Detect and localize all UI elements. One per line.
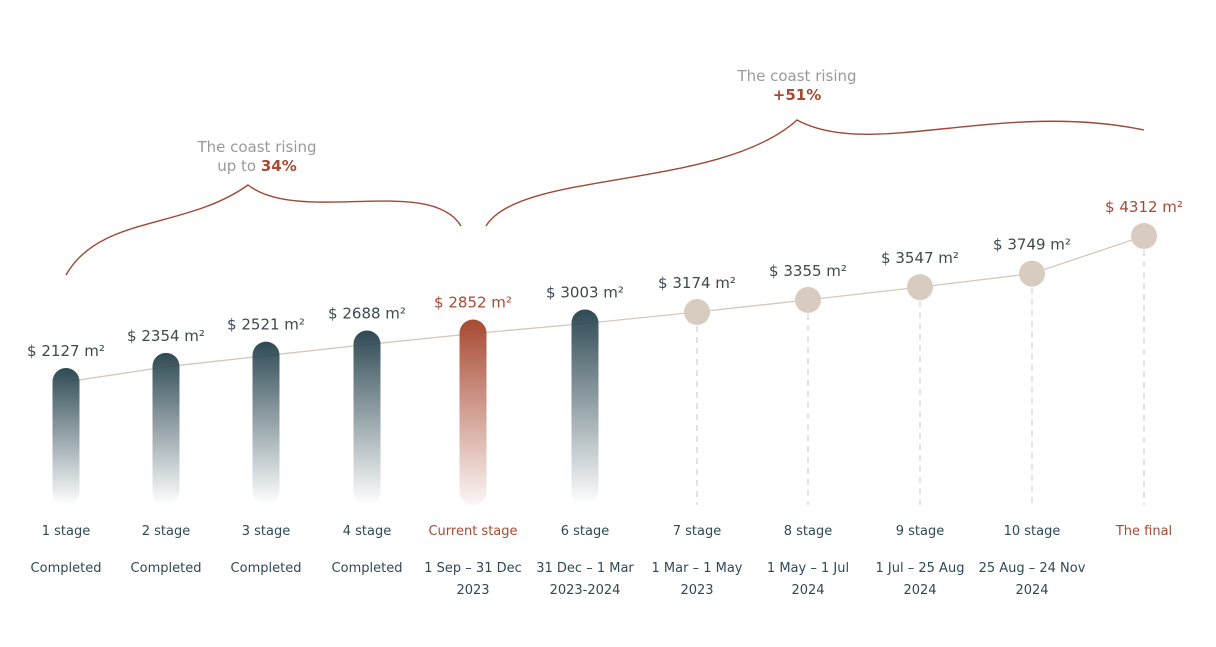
stage-label: 2 stage xyxy=(142,524,191,539)
price-label: $ 3749 m² xyxy=(993,236,1071,254)
trend-line xyxy=(65,235,1145,383)
stage-period: 31 Dec – 1 Mar xyxy=(536,561,634,576)
brace-left xyxy=(65,184,462,276)
price-label: $ 3003 m² xyxy=(546,283,624,301)
stage-label: 1 stage xyxy=(42,524,91,539)
annotation-left-percent: 34% xyxy=(261,157,297,175)
price-label: $ 2852 m² xyxy=(434,294,512,312)
stage-year: 2024 xyxy=(1015,583,1048,598)
stage-period: 1 May – 1 Jul xyxy=(767,561,849,576)
stage-labels-layer: $ 2127 m² 1 stage Completed $ 2354 m² 2 stag… xyxy=(27,198,1183,598)
trend-line-layer xyxy=(65,235,1145,383)
stage-period: 1 Sep – 31 Dec xyxy=(424,561,522,576)
stage-label: 3 stage xyxy=(242,524,291,539)
price-label: $ 2127 m² xyxy=(27,342,105,360)
stage-label: 4 stage xyxy=(343,524,392,539)
annotation-left-prefix: up to xyxy=(217,157,261,175)
stage-year: 2023 xyxy=(456,583,489,598)
annotation-right-line1: The coast rising xyxy=(736,67,856,85)
stage-bar xyxy=(252,341,280,505)
stage-marks-layer xyxy=(52,223,1157,505)
stage-period: 1 Jul – 25 Aug xyxy=(876,561,965,576)
stage-status: Completed xyxy=(31,561,102,576)
brace-right xyxy=(485,119,1145,227)
stage-period: 25 Aug – 24 Nov xyxy=(979,561,1086,576)
stage-bar xyxy=(571,309,599,505)
stage-point xyxy=(907,274,933,301)
price-label: $ 3174 m² xyxy=(658,274,736,292)
stage-bar xyxy=(52,368,80,505)
stage-period: 1 Mar – 1 May xyxy=(652,561,743,576)
stage-label: The final xyxy=(1115,524,1172,539)
stage-label: 10 stage xyxy=(1004,524,1061,539)
stage-point xyxy=(684,299,710,326)
stage-label: 6 stage xyxy=(561,524,610,539)
stage-label: 9 stage xyxy=(896,524,945,539)
stage-year: 2024 xyxy=(903,583,936,598)
stage-status: Completed xyxy=(332,561,403,576)
annotation-left-line2: up to 34% xyxy=(217,157,297,175)
annotation-right-percent: +51% xyxy=(773,86,821,104)
stage-year: 2023 xyxy=(680,583,713,598)
price-label: $ 2521 m² xyxy=(227,316,305,334)
stage-year: 2024 xyxy=(791,583,824,598)
stage-bar xyxy=(152,352,180,505)
stage-point xyxy=(1019,260,1045,287)
stage-status: Completed xyxy=(131,561,202,576)
stage-label: 7 stage xyxy=(673,524,722,539)
annotation-left-line1: The coast rising xyxy=(196,138,316,156)
stage-bar xyxy=(353,330,381,505)
stage-status: Completed xyxy=(231,561,302,576)
stage-bar xyxy=(459,319,487,505)
price-label: $ 3355 m² xyxy=(769,262,847,280)
price-label: $ 2354 m² xyxy=(127,327,205,345)
stage-year: 2023-2024 xyxy=(550,583,621,598)
price-label: $ 2688 m² xyxy=(328,305,406,323)
price-label: $ 4312 m² xyxy=(1105,198,1183,216)
stage-point xyxy=(795,286,821,313)
price-label: $ 3547 m² xyxy=(881,249,959,267)
stage-label: Current stage xyxy=(428,524,517,539)
stage-label: 8 stage xyxy=(784,524,833,539)
stage-point xyxy=(1131,223,1157,249)
